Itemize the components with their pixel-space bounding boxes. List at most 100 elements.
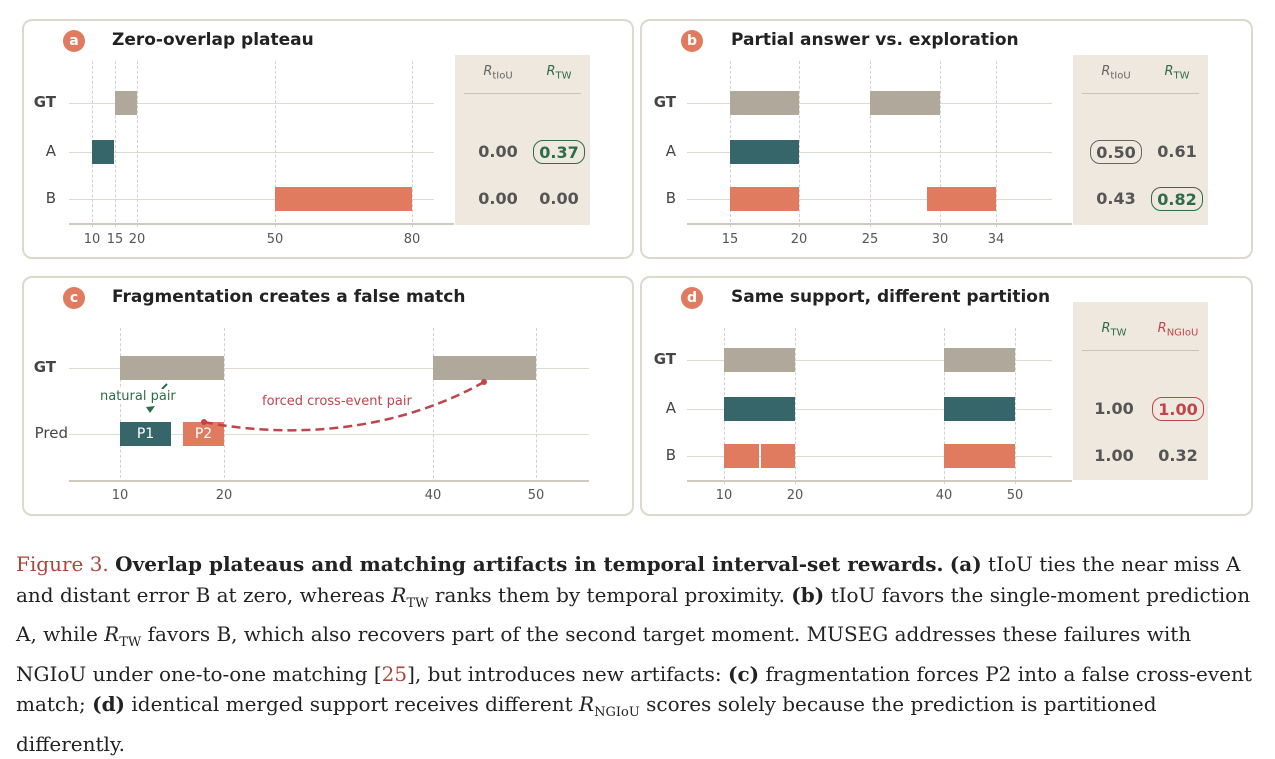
score-value-highlighted: 1.00: [1152, 397, 1204, 421]
forced-pair-end: [481, 379, 487, 385]
gt-interval: [870, 91, 940, 115]
row-label-pred: Pred: [34, 424, 68, 442]
tick-label: 20: [786, 488, 804, 503]
x-axis: [69, 480, 589, 482]
panel-ref: (c): [728, 661, 760, 686]
natural-pair-arrowhead: [146, 406, 155, 413]
row-line: [687, 360, 1052, 361]
row-label-a: A: [45, 142, 56, 160]
row-label-gt: GT: [33, 93, 56, 111]
panel-title: Fragmentation creates a false match: [112, 287, 466, 307]
forced-pair-label: forced cross-event pair: [262, 394, 412, 409]
tick-label: 20: [128, 232, 146, 247]
col-header-rtw: RTW: [1164, 64, 1190, 82]
citation-link[interactable]: 25: [381, 661, 408, 686]
gridline: [115, 61, 116, 227]
panel-c: c Fragmentation creates a false match GT…: [22, 276, 634, 516]
panel-ref: (d): [92, 692, 126, 716]
panel-title: Partial answer vs. exploration: [731, 30, 1019, 50]
gt-interval: [115, 91, 137, 115]
gridline: [870, 61, 871, 227]
panel-badge: b: [681, 30, 703, 52]
gt-interval: [730, 91, 799, 115]
row-label-gt: GT: [653, 350, 676, 368]
panel-ref: (b): [791, 582, 825, 607]
row-label-gt: GT: [653, 93, 676, 111]
col-header-rtw: RTW: [1101, 321, 1127, 339]
tick-label: 34: [987, 232, 1005, 247]
row-line: [687, 409, 1052, 410]
caption-text: ], but introduces new artifacts:: [407, 661, 729, 686]
pred-a-interval: [944, 397, 1015, 421]
natural-pair-arrow: [161, 383, 168, 390]
score-value: 0.00: [478, 142, 518, 161]
gt-interval: [944, 348, 1015, 372]
tick-label: 15: [721, 232, 739, 247]
row-line: [687, 456, 1052, 457]
gt-interval: [120, 356, 224, 380]
tick-label: 20: [215, 488, 233, 503]
score-value-highlighted: 0.50: [1090, 140, 1142, 164]
col-header-rtiou: RtIoU: [483, 64, 513, 82]
panel-b: b Partial answer vs. exploration RtIoU R…: [640, 19, 1253, 259]
score-value: 0.32: [1158, 446, 1198, 465]
pred-p2-interval: P2: [183, 422, 224, 446]
caption-text: fragmentation forces P2 into a false cro…: [16, 661, 1252, 717]
row-label-a: A: [665, 399, 676, 417]
pred-b-interval: [275, 187, 412, 211]
row-line: [687, 103, 1052, 104]
row-label-a: A: [665, 142, 676, 160]
pred-a-interval: [724, 397, 795, 421]
row-line: [687, 199, 1052, 200]
score-value-highlighted: 0.82: [1151, 187, 1203, 211]
gridline: [795, 328, 796, 484]
math-symbol: RTW: [391, 582, 429, 611]
tick-label: 40: [424, 488, 442, 503]
row-line: [69, 434, 589, 435]
pred-b-interval: [927, 187, 996, 211]
forced-pair-start: [201, 419, 207, 425]
table-divider: [1082, 93, 1199, 94]
x-axis: [69, 223, 454, 225]
panel-ref: (a): [949, 552, 982, 576]
panel-a: a Zero-overlap plateau RtIoU RTW GT A B …: [22, 19, 634, 259]
panel-badge: c: [63, 287, 85, 309]
caption-title: Overlap plateaus and matching artifacts …: [115, 552, 944, 576]
gridline: [1015, 328, 1016, 484]
tick-label: 10: [715, 488, 733, 503]
caption-text: tIoU favors the single-moment prediction…: [16, 582, 1251, 647]
pred-b-interval: [724, 444, 759, 468]
tick-label: 15: [106, 232, 124, 247]
gridline: [940, 61, 941, 227]
row-label-b: B: [665, 189, 676, 207]
col-header-rtiou: RtIoU: [1101, 64, 1131, 82]
gt-interval: [724, 348, 795, 372]
caption-text: favors B, which also recovers part of th…: [16, 622, 1192, 686]
natural-pair-label: natural pair: [100, 389, 176, 404]
gridline: [996, 61, 997, 227]
gridline: [799, 61, 800, 227]
score-value: 1.00: [1094, 399, 1134, 418]
row-label-b: B: [45, 189, 56, 207]
tick-label: 50: [266, 232, 284, 247]
pred-b-interval: [944, 444, 1015, 468]
tick-label: 25: [861, 232, 879, 247]
tick-label: 10: [111, 488, 129, 503]
gridline: [275, 61, 276, 227]
row-label-b: B: [665, 446, 676, 464]
tick-label: 40: [935, 488, 953, 503]
col-header-rtw: RTW: [546, 64, 572, 82]
pred-a-interval: [92, 140, 114, 164]
tick-label: 50: [1006, 488, 1024, 503]
forced-pair-curve: [203, 380, 485, 432]
row-label-gt: GT: [33, 358, 56, 376]
gridline: [536, 328, 537, 478]
gt-interval: [433, 356, 536, 380]
pred-a-interval: [730, 140, 799, 164]
row-line: [69, 152, 434, 153]
panel-badge: a: [63, 30, 85, 52]
score-value: 0.43: [1096, 189, 1136, 208]
tick-label: 50: [527, 488, 545, 503]
score-value: 0.00: [478, 189, 518, 208]
math-symbol: RTW: [104, 622, 142, 650]
